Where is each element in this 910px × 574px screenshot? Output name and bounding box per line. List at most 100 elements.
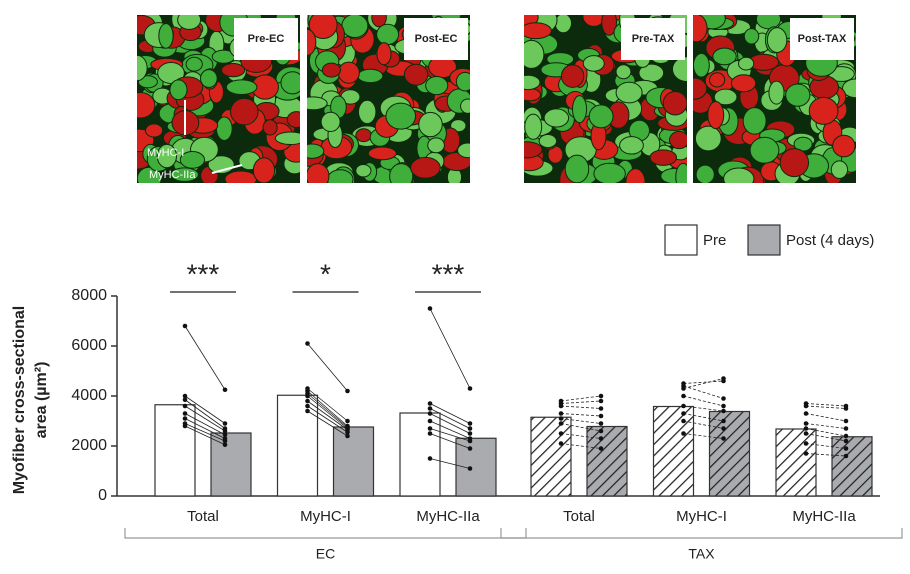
subject-line: [429, 413, 471, 434]
subject-point: [345, 418, 350, 424]
bar: [708, 410, 751, 497]
subject-point: [467, 446, 473, 451]
micrograph-label: Post-EC: [415, 33, 458, 45]
fiber: [524, 74, 541, 91]
subject-point: [467, 426, 473, 431]
subject-line: [307, 390, 348, 427]
subject-point: [681, 431, 686, 436]
fiber: [403, 63, 429, 86]
fiber: [708, 72, 726, 88]
subject-line: [805, 433, 847, 442]
fiber: [367, 146, 397, 161]
fiber: [156, 143, 177, 169]
y-axis-label: Myofiber cross-sectional: [11, 306, 28, 495]
subject-line: [805, 443, 847, 449]
fiber: [169, 79, 188, 101]
fiber: [808, 96, 839, 125]
subject-line: [683, 433, 724, 439]
fiber: [693, 77, 708, 100]
fiber: [564, 154, 590, 183]
y-tick-label: 6000: [71, 337, 107, 354]
group-bracket: [500, 528, 903, 539]
subject-line: [429, 420, 471, 439]
fiber: [307, 28, 317, 56]
bar: [831, 436, 873, 497]
subject-point: [681, 411, 686, 416]
subject-point: [182, 393, 188, 399]
subject-point: [598, 393, 604, 399]
fiber: [695, 164, 715, 183]
subject-line: [429, 428, 471, 442]
micrograph: Post-EC: [307, 15, 470, 183]
fiber: [588, 104, 614, 129]
fiber: [307, 96, 328, 111]
fiber: [286, 111, 300, 129]
bar: [652, 405, 695, 497]
fiber: [560, 64, 585, 88]
fiber: [262, 119, 278, 136]
fiber: [137, 54, 148, 82]
fiber: [524, 113, 543, 140]
bar: [586, 425, 628, 497]
fiber: [252, 157, 276, 183]
subject-point: [467, 438, 473, 444]
subject-point: [598, 421, 604, 426]
subject-point: [558, 441, 564, 446]
subject-point: [803, 426, 809, 431]
subject-line: [683, 405, 724, 412]
subject-line: [805, 428, 847, 437]
subject-point: [681, 386, 686, 391]
subject-point: [305, 398, 310, 404]
fiber: [200, 69, 218, 88]
micrograph-label-bg: [234, 18, 298, 60]
subject-point: [681, 393, 686, 399]
fiber: [357, 68, 384, 84]
fiber: [694, 125, 722, 152]
subject-line: [184, 418, 226, 439]
fiber: [524, 39, 545, 69]
y-tick-label: 8000: [71, 287, 107, 304]
fiber: [224, 170, 258, 183]
subject-line: [805, 423, 847, 429]
subject-point: [427, 306, 433, 311]
fiber: [389, 163, 414, 183]
fiber: [554, 15, 573, 34]
arrow: [211, 164, 243, 174]
subject-point: [558, 411, 564, 416]
subject-line: [560, 400, 602, 404]
subject-point: [843, 406, 849, 411]
fiber: [615, 81, 643, 104]
fiber: [543, 108, 570, 128]
fiber: [582, 55, 605, 72]
subject-point: [467, 431, 473, 436]
bar: [455, 437, 497, 497]
significance-stars: *: [320, 258, 331, 289]
subject-line: [560, 443, 602, 449]
fiber: [337, 61, 360, 84]
subject-point: [182, 416, 188, 421]
fiber: [593, 162, 626, 183]
legend-swatch: [747, 224, 781, 256]
fiber: [832, 134, 856, 158]
x-tick-label: Total: [563, 508, 595, 525]
fiber: [157, 62, 185, 84]
bar: [154, 404, 196, 497]
bar: [530, 416, 572, 497]
subject-line: [560, 413, 602, 417]
subject-line: [683, 395, 724, 407]
subject-point: [222, 387, 228, 393]
subject-point: [598, 406, 604, 411]
fiber: [220, 62, 246, 78]
fiber: [355, 163, 372, 178]
fiber: [376, 23, 400, 46]
subject-line: [683, 385, 724, 399]
subject-point: [182, 411, 188, 416]
subject-point: [427, 406, 433, 411]
subject-line: [683, 413, 724, 422]
fiber: [693, 15, 708, 43]
fiber: [225, 79, 258, 95]
group-label: EC: [316, 546, 335, 562]
subject-point: [305, 341, 310, 346]
fiber: [418, 111, 443, 138]
fiber: [707, 100, 725, 130]
